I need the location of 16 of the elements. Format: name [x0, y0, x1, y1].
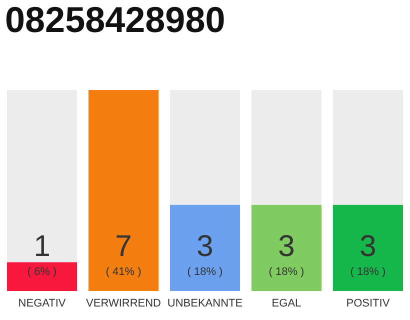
data-label: 3 — [278, 230, 295, 263]
data-label: 7 — [115, 230, 132, 263]
x-tick-label: EGAL — [272, 298, 302, 310]
data-label: 1 — [34, 230, 50, 263]
annotation: ( 41% ) — [106, 266, 142, 278]
annotation: ( 6% ) — [27, 266, 57, 278]
chart-title: 08258428980 — [5, 0, 226, 40]
annotation: ( 18% ) — [187, 266, 223, 278]
data-label: 3 — [196, 230, 214, 263]
x-tick-label: NEGATIV — [18, 298, 66, 310]
x-tick-label: UNBEKANNTE — [167, 298, 243, 310]
x-tick-label: VERWIRREND — [86, 298, 162, 310]
x-tick-label: POSITIV — [346, 298, 390, 310]
annotation: ( 18% ) — [268, 266, 304, 278]
annotation: ( 18% ) — [350, 266, 386, 278]
data-label: 3 — [360, 230, 376, 263]
